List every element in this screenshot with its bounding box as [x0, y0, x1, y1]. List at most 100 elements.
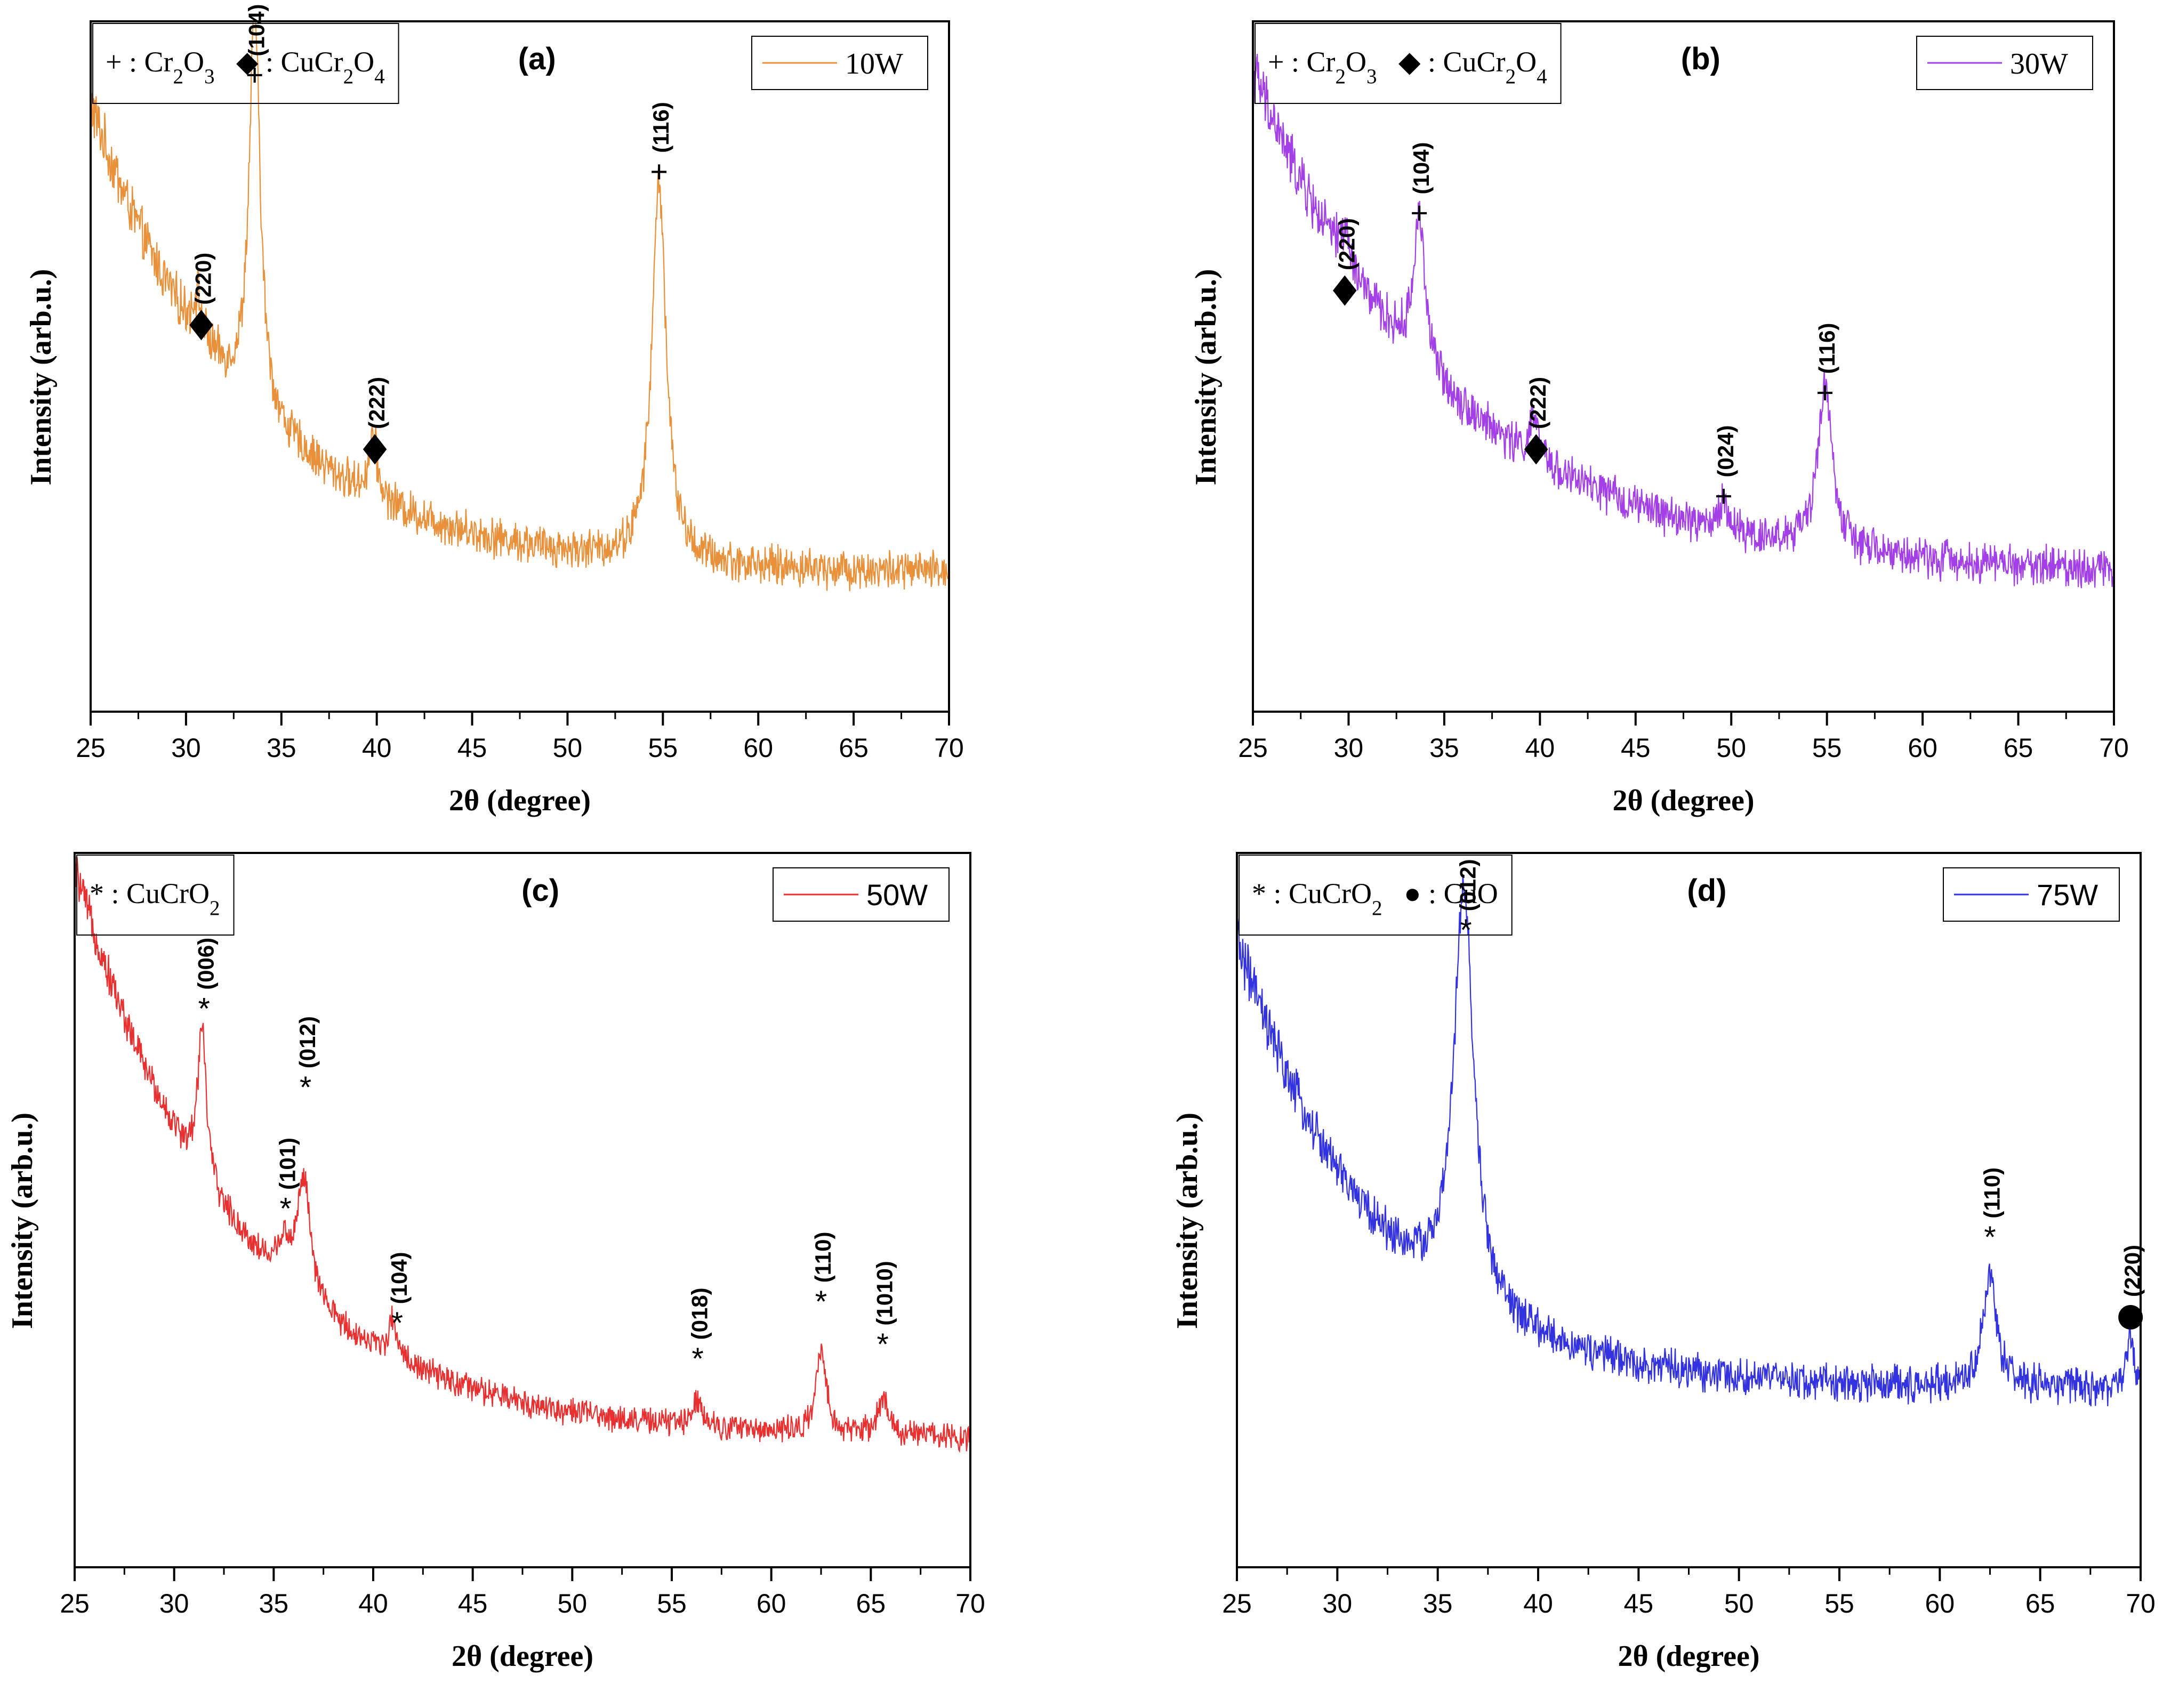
x-tick-label: 35	[259, 1589, 289, 1618]
phase-colon: :	[122, 46, 144, 78]
peak-label: (012)	[1455, 859, 1480, 911]
x-tick-label: 45	[1621, 733, 1651, 763]
peak-marker-diamond	[189, 310, 213, 341]
y-axis-label: Intensity (arb.u.)	[1171, 1113, 1204, 1329]
x-tick-label: 70	[2126, 1589, 2156, 1618]
peak-annotation: *(101)	[275, 1138, 300, 1226]
x-tick-label: 25	[76, 733, 106, 763]
x-tick-label: 65	[856, 1589, 886, 1618]
x-tick-label: 25	[60, 1589, 90, 1618]
x-tick-label: 60	[757, 1589, 786, 1618]
peak-label: (116)	[648, 102, 673, 153]
x-tick-label: 55	[1824, 1589, 1854, 1618]
x-tick-label: 35	[1423, 1589, 1453, 1618]
phase-formula-part: Cr	[1306, 46, 1335, 78]
phase-legend: * : CuCrO2 ● : CuO	[1239, 855, 1513, 936]
peak-marker-*: *	[391, 1306, 403, 1340]
x-tick-label: 55	[657, 1589, 687, 1618]
peak-label: (024)	[1713, 425, 1738, 477]
y-axis-label: Intensity (arb.u.)	[25, 269, 58, 485]
x-tick-label: 45	[1624, 1589, 1654, 1618]
x-axis-label: 2θ (degree)	[1612, 784, 1754, 817]
series-legend: 50W	[773, 867, 950, 922]
phase-formula-subscript: 4	[374, 65, 385, 88]
peak-label: (1010)	[872, 1261, 897, 1325]
x-tick-label: 65	[2025, 1589, 2055, 1618]
peak-annotation: *(110)	[1980, 1167, 2005, 1254]
phase-legend-text: + : Cr2O3 ◆ : CuCr2O4	[1268, 46, 1547, 88]
phase-legend-box	[92, 23, 399, 104]
x-tick-label: 50	[1724, 1589, 1754, 1618]
peak-marker-diamond	[1524, 434, 1548, 465]
series-legend-label: 50W	[866, 878, 928, 912]
phase-formula-part: CuCr	[1443, 46, 1506, 78]
peak-marker-*: *	[300, 1070, 311, 1105]
phase-legend-text: * : CuCrO2 ● : CuO	[1252, 877, 1498, 920]
x-tick-label: 45	[458, 1589, 488, 1618]
peak-annotation: *(012)	[1455, 859, 1480, 947]
phase-colon: :	[259, 46, 281, 78]
x-tick-label: 25	[1222, 1589, 1252, 1618]
x-tick-label: 50	[558, 1589, 588, 1618]
peak-marker-+: +	[246, 58, 264, 92]
panel-title: (c)	[521, 873, 559, 908]
peak-marker-*: *	[280, 1192, 292, 1226]
x-tick-label: 50	[1716, 733, 1746, 763]
series-legend-label: 30W	[2010, 47, 2068, 80]
peak-label: (110)	[810, 1231, 835, 1283]
x-tick-label: 60	[743, 733, 773, 763]
peak-marker-*: *	[877, 1327, 889, 1361]
phase-legend-box	[1239, 855, 1513, 936]
phase-legend-text: + : Cr2O3 ◆ : CuCr2O4	[106, 46, 385, 88]
peak-annotation: *(110)	[810, 1231, 835, 1318]
phase-legend-gap	[1382, 877, 1404, 909]
x-tick-label: 55	[648, 733, 678, 763]
series-line-50W	[74, 853, 971, 1453]
peak-annotation: *(006)	[194, 938, 219, 1026]
x-tick-label: 60	[1908, 733, 1937, 763]
peak-label: (116)	[1814, 323, 1839, 374]
peak-label: (220)	[1334, 218, 1359, 270]
phase-colon: :	[1284, 46, 1306, 78]
panel-c: 25 30 35 40 45 50 55 60 65 70 2θ (degree) Intensity…	[6, 852, 985, 1673]
x-tick-label: 70	[955, 1589, 985, 1618]
peak-label: (104)	[387, 1252, 412, 1304]
phase-formula-subscript: 2	[1335, 65, 1346, 88]
series-line-30W	[1252, 53, 2115, 589]
x-tick-label: 25	[1238, 733, 1268, 763]
peak-label: (104)	[244, 4, 269, 57]
phase-legend: + : Cr2O3 ◆ : CuCr2O4	[1255, 23, 1562, 104]
phase-legend-box	[1255, 23, 1562, 104]
peak-label: (222)	[1525, 377, 1550, 429]
phase-formula-part: CuCrO	[126, 877, 210, 909]
phase-formula-part: CuCrO	[1289, 877, 1372, 909]
x-tick-label: 30	[159, 1589, 189, 1618]
x-tick-label: 40	[362, 733, 392, 763]
peak-label: (104)	[1409, 142, 1434, 195]
plot-frame	[90, 20, 950, 713]
phase-formula-subscript: 2	[1372, 897, 1382, 920]
series-legend-label: 75W	[2037, 878, 2098, 912]
plot-frame	[1252, 20, 2115, 713]
peak-marker-diamond	[363, 434, 387, 465]
x-tick-label: 35	[267, 733, 296, 763]
peak-annotation: (222)	[1524, 377, 1550, 465]
phase-symbol-diamond: ◆	[236, 46, 259, 78]
series-legend: 75W	[1943, 867, 2120, 922]
x-tick-label: 30	[1323, 1589, 1353, 1618]
peak-annotation: +(024)	[1713, 425, 1738, 513]
phase-formula-part: Cr	[144, 46, 173, 78]
phase-colon: :	[1421, 877, 1444, 909]
x-axis-label: 2θ (degree)	[1618, 1640, 1759, 1673]
phase-legend-box	[76, 855, 235, 936]
series-line-75W	[1236, 874, 2142, 1407]
phase-formula-part: CuO	[1444, 877, 1498, 909]
x-axis-label: 2θ (degree)	[452, 1640, 593, 1673]
x-tick-label: 35	[1429, 733, 1459, 763]
peak-marker-+: +	[1816, 376, 1834, 410]
peak-marker-*: *	[815, 1285, 827, 1319]
panel-title: (b)	[1681, 42, 1720, 76]
phase-formula-subscript: 4	[1537, 65, 1547, 88]
